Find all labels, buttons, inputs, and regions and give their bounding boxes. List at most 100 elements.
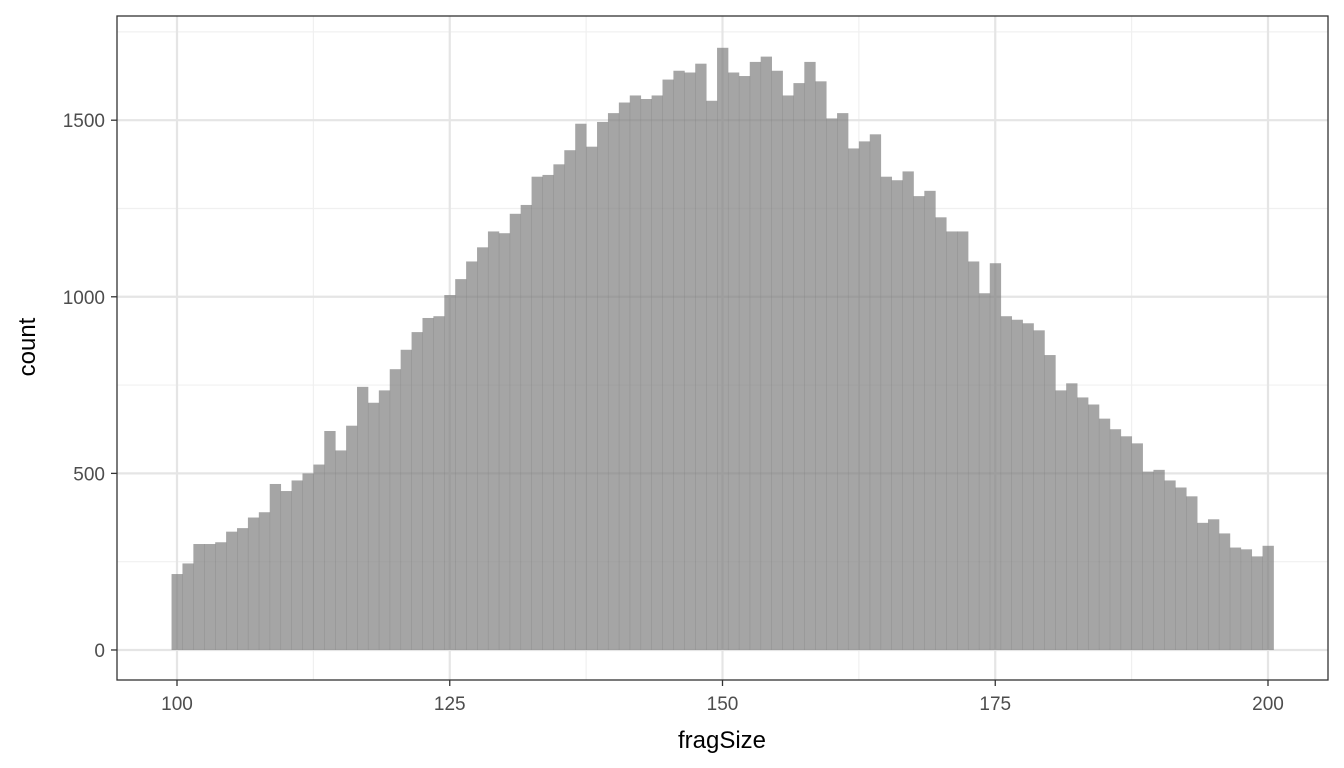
histogram-bar	[1142, 471, 1154, 650]
histogram-bar	[695, 63, 707, 650]
histogram-bar	[1044, 355, 1056, 650]
histogram-bar	[673, 70, 685, 650]
histogram-bar	[760, 56, 772, 650]
histogram-bar	[291, 480, 303, 650]
histogram-bar	[793, 83, 805, 650]
histogram-bar	[1055, 390, 1067, 650]
histogram-bar	[782, 95, 794, 650]
histogram-bar	[258, 512, 271, 650]
histogram-bar	[215, 542, 227, 650]
histogram-bar	[1262, 545, 1274, 650]
x-tick-label: 200	[1252, 694, 1284, 715]
y-tick-label: 1500	[63, 111, 105, 132]
y-axis-title: count	[14, 317, 41, 376]
histogram-bar	[269, 483, 282, 650]
histogram-bar	[542, 174, 554, 650]
histogram-bar	[444, 295, 456, 650]
histogram-bar	[302, 473, 314, 650]
histogram-bar	[1186, 496, 1198, 650]
histogram-bar	[946, 231, 958, 650]
histogram-bar	[978, 293, 991, 650]
histogram-bar	[477, 247, 489, 650]
histogram-bar	[826, 118, 838, 650]
histogram-bar	[1011, 319, 1023, 650]
histogram-bar	[597, 121, 609, 650]
histogram-bar	[1164, 480, 1176, 650]
histogram-bar	[727, 72, 740, 650]
histogram-bar	[357, 386, 369, 650]
histogram-bar	[433, 316, 445, 650]
histogram-bar	[1022, 323, 1034, 650]
histogram-bar	[247, 517, 260, 650]
histogram-bar	[1000, 316, 1013, 650]
histogram-bar	[422, 317, 434, 650]
histogram-bar	[509, 213, 522, 650]
histogram-bar	[1251, 556, 1263, 650]
histogram-bar	[706, 100, 718, 650]
histogram-bar	[717, 47, 729, 650]
histogram-bar	[607, 113, 620, 650]
histogram-bar	[564, 150, 576, 650]
histogram-bar	[1120, 436, 1133, 650]
histogram-bar	[313, 464, 325, 650]
histogram-bar	[684, 72, 696, 650]
histogram-bar	[378, 390, 391, 650]
histogram-bar	[204, 544, 216, 650]
histogram-bar	[400, 349, 412, 650]
histogram-bar	[662, 79, 674, 650]
histogram-bar	[389, 369, 402, 650]
histogram-bar	[935, 217, 947, 650]
histogram-bar	[1175, 487, 1187, 650]
histogram-bar	[913, 196, 925, 650]
histogram-bar	[651, 95, 663, 650]
histogram-bar	[1240, 549, 1253, 650]
histogram-bar	[171, 574, 183, 650]
histogram-bar	[1066, 383, 1078, 650]
y-tick-label: 0	[94, 641, 105, 662]
x-tick-label: 175	[979, 694, 1011, 715]
histogram-bar	[771, 70, 783, 650]
histogram-bar	[804, 61, 816, 650]
histogram-bar	[193, 544, 205, 650]
histogram-bar	[586, 146, 598, 650]
histogram-bar	[237, 528, 249, 650]
histogram-bar	[1087, 404, 1100, 650]
y-tick-label: 1000	[63, 288, 105, 309]
histogram-bar	[1218, 533, 1231, 650]
histogram-bar	[618, 102, 631, 650]
x-tick-label: 100	[161, 694, 193, 715]
histogram-bar	[455, 279, 467, 650]
x-tick-label: 150	[707, 694, 739, 715]
histogram-bar	[346, 425, 358, 650]
histogram-bar	[466, 261, 478, 650]
histogram-bar	[815, 81, 827, 650]
histogram-bar	[411, 332, 423, 650]
histogram-bar	[902, 171, 914, 650]
histogram-bar	[967, 261, 980, 650]
histogram-bar	[520, 204, 532, 650]
y-tick-label: 500	[73, 464, 105, 485]
histogram-bar	[924, 190, 936, 650]
histogram-bar	[880, 176, 893, 650]
x-axis-ticks: 100 125 150 175 200	[161, 680, 1284, 715]
histogram-bar	[1077, 397, 1089, 650]
histogram-bar	[869, 134, 882, 650]
histogram-bar	[1207, 519, 1220, 650]
x-axis-title: fragSize	[678, 727, 766, 754]
histogram-bar	[280, 491, 292, 650]
histogram-bar	[640, 99, 652, 650]
histogram-bar	[553, 164, 565, 650]
histogram-bars	[171, 47, 1274, 650]
histogram-bar	[367, 402, 380, 650]
histogram-bar	[1197, 522, 1209, 650]
histogram-bar	[749, 61, 762, 650]
histogram-bar	[1109, 429, 1122, 650]
histogram-bar	[575, 123, 587, 650]
histogram-bar	[335, 450, 347, 650]
histogram-bar	[738, 76, 751, 650]
histogram-bar	[324, 431, 336, 650]
histogram-bar	[837, 113, 849, 650]
x-tick-label: 125	[434, 694, 466, 715]
histogram-bar	[182, 563, 194, 650]
